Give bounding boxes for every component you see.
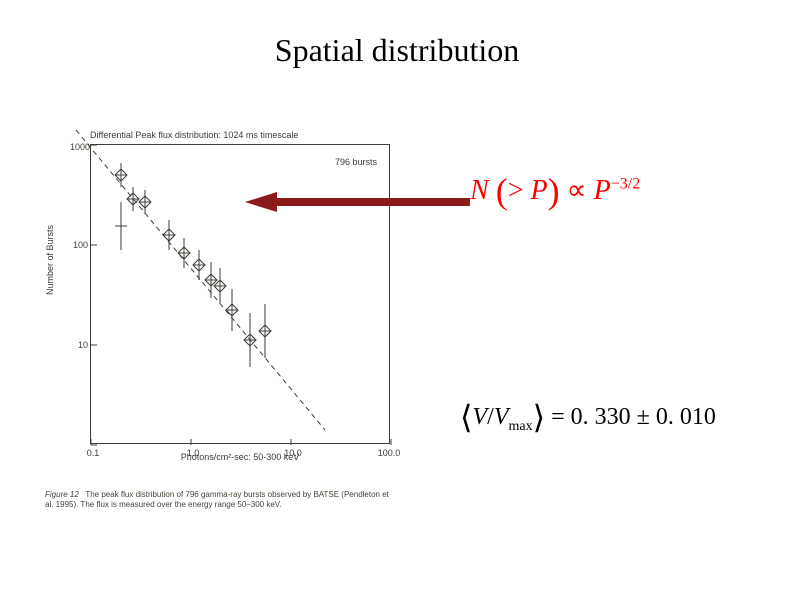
formula1-gt: > <box>508 175 524 206</box>
arrow-icon <box>245 192 470 212</box>
formula1-lparen: ( <box>496 171 508 211</box>
plot-area: 796 bursts <box>90 144 390 444</box>
formula2-V2: V <box>494 404 509 430</box>
formula2-val: 0. 330 <box>571 404 631 430</box>
formula-vvmax: ⟨V/Vmax⟩ = 0. 330 ± 0. 010 <box>460 398 716 436</box>
formula2-pm: ± <box>637 404 650 430</box>
formula2-err: 0. 010 <box>656 404 716 430</box>
xtick-1_0: 1.0 <box>178 448 208 458</box>
page-title: Spatial distribution <box>0 32 794 69</box>
formula2-sub: max <box>509 419 533 434</box>
formula2-V1: V <box>472 404 487 430</box>
formula2-slash: / <box>487 404 494 430</box>
formula-power-law: N (> P) ∝ P−3/2 <box>470 170 640 212</box>
x-axis-label: Photons/cm²-sec: 50-300 keV <box>90 452 390 462</box>
formula1-N: N <box>470 175 489 206</box>
xtick-0_1: 0.1 <box>78 448 108 458</box>
formula2-eq: = <box>551 404 565 430</box>
plot-svg <box>91 145 391 445</box>
ytick-10: 10 <box>70 340 88 350</box>
formula1-P1: P <box>530 175 547 206</box>
xtick-10_0: 10.0 <box>278 448 308 458</box>
y-axis-label: Number of Bursts <box>45 225 55 295</box>
chart-container: Differential Peak flux distribution: 102… <box>60 130 400 510</box>
figure-caption: Figure 12 The peak flux distribution of … <box>45 490 395 511</box>
xtick-100_0: 100.0 <box>374 448 404 458</box>
formula1-rparen: ) <box>548 171 560 211</box>
formula2-rangle: ⟩ <box>533 399 545 435</box>
formula2-langle: ⟨ <box>460 399 472 435</box>
chart-title: Differential Peak flux distribution: 102… <box>90 130 298 140</box>
formula1-prop: ∝ <box>567 175 587 206</box>
formula1-P2: P <box>594 175 611 206</box>
figure-caption-text: The peak flux distribution of 796 gamma-… <box>45 490 389 509</box>
ytick-1000: 1000 <box>70 142 88 152</box>
ytick-100: 100 <box>70 240 88 250</box>
figure-caption-label: Figure 12 <box>45 490 79 499</box>
formula1-exp: −3/2 <box>611 176 640 193</box>
